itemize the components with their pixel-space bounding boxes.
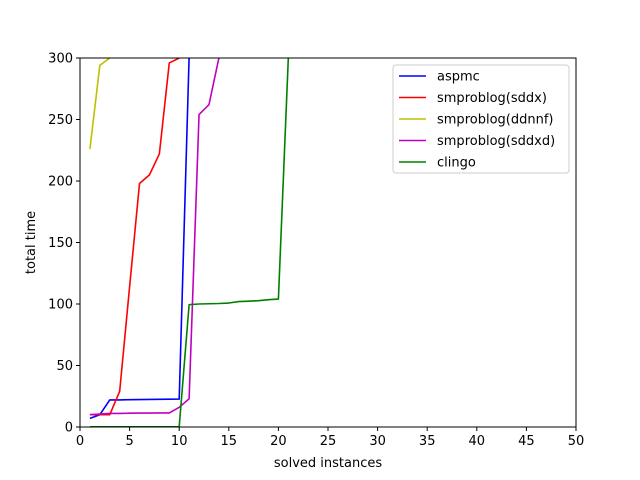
x-tick-label: 40 [469,434,486,449]
series-line-smproblog-ddnnf- [89,58,111,150]
y-tick-label: 100 [48,298,73,313]
y-axis-label: total time [24,211,39,274]
x-tick-label: 35 [419,434,436,449]
y-tick-label: 150 [48,236,73,251]
legend-entry-label: smproblog(sddx) [437,91,547,106]
series-line-smproblog-sddx- [89,58,180,416]
x-tick-label: 0 [76,434,84,449]
x-ticks: 0 5 10 15 20 25 30 35 40 45 50 [76,427,584,449]
y-tick-label: 0 [65,421,73,436]
x-axis-label: solved instances [274,456,382,471]
legend-entry-label: smproblog(ddnnf) [437,113,553,128]
y-tick-label: 50 [56,359,73,374]
legend-entry-label: aspmc [437,70,480,85]
x-tick-label: 10 [171,434,188,449]
legend-entry-label: smproblog(sddxd) [437,134,555,149]
series-line-aspmc [89,58,190,420]
x-tick-label: 20 [270,434,287,449]
y-ticks: 0 50 100 150 200 250 300 [48,52,80,436]
y-tick-label: 200 [48,175,73,190]
series-layer [89,58,290,427]
series-line-smproblog-sddxd- [89,58,220,416]
x-tick-label: 25 [320,434,337,449]
x-tick-label: 5 [125,434,133,449]
y-tick-label: 250 [48,113,73,128]
x-tick-label: 15 [221,434,238,449]
legend-box [392,64,570,174]
series-line-clingo [89,58,290,427]
x-tick-label: 30 [369,434,386,449]
y-tick-label: 300 [48,52,73,67]
x-tick-label: 45 [518,434,535,449]
x-tick-label: 50 [568,434,585,449]
legend-entry-label: clingo [437,156,476,171]
legend: aspmc smproblog(sddx) smproblog(ddnnf) smpr… [392,64,570,174]
